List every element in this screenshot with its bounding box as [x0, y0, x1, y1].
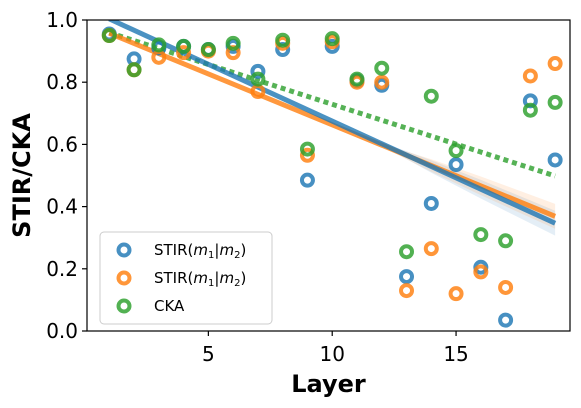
point-series3-layer9	[299, 141, 315, 157]
point-series3-layer17	[498, 233, 514, 249]
point-series3-layer4	[176, 38, 192, 54]
point-series3-layer1	[101, 28, 117, 44]
point-series1-layer7	[250, 63, 266, 79]
point-series2-layer7	[250, 84, 266, 100]
point-series3-layer3	[151, 37, 167, 53]
trend-line-1	[108, 20, 557, 226]
point-series2-layer9	[299, 147, 315, 163]
point-series3-layer11	[349, 71, 365, 87]
x-tick-label: 10	[319, 342, 344, 366]
point-series2-layer15	[448, 286, 464, 302]
y-tick-label: 0.4	[46, 195, 78, 219]
plot-frame	[86, 19, 571, 332]
x-tick-label: 15	[443, 342, 468, 366]
point-series1-layer13	[399, 269, 415, 285]
trend-line-3	[108, 30, 556, 179]
legend-label-1: STIR(m1|m2)	[154, 241, 246, 261]
point-series1-layer9	[299, 172, 315, 188]
legend: STIR(m1|m2) STIR(m1|m2) CKA	[99, 231, 273, 325]
point-series3-layer6	[225, 35, 241, 51]
point-series3-layer19	[547, 94, 563, 110]
point-series3-layer12	[374, 60, 390, 76]
point-series3-layer5	[200, 42, 216, 58]
point-series1-layer17	[498, 312, 514, 328]
point-series2-layer12	[374, 74, 390, 90]
point-series3-layer7	[250, 71, 266, 87]
legend-marker-2	[116, 270, 132, 286]
point-series3-layer2	[126, 62, 142, 78]
point-series3-layer10	[324, 31, 340, 47]
point-series3-layer13	[399, 244, 415, 260]
data-points	[101, 26, 563, 328]
legend-marker-3	[116, 298, 132, 314]
point-series3-layer8	[275, 32, 291, 48]
y-axis-title: STIR/CKA	[8, 113, 36, 238]
point-series2-layer16	[473, 264, 489, 280]
y-tick-label: 0.2	[46, 257, 78, 281]
y-axis: 0.0 0.2 0.4 0.6 0.8 1.0	[46, 8, 87, 343]
point-series3-layer16	[473, 227, 489, 243]
x-axis-title: Layer	[291, 370, 366, 398]
point-series2-layer4	[176, 45, 192, 61]
y-tick-label: 1.0	[46, 8, 78, 32]
legend-marker-1	[116, 242, 132, 258]
x-axis: 5 10 15	[202, 331, 469, 366]
x-tick-label: 5	[202, 342, 215, 366]
y-tick-label: 0.8	[46, 70, 78, 94]
point-series2-layer17	[498, 279, 514, 295]
legend-box	[99, 231, 273, 325]
point-series2-layer19	[547, 56, 563, 72]
trend-line-2	[108, 30, 557, 219]
y-tick-label: 0.6	[46, 132, 78, 156]
point-series3-layer15	[448, 143, 464, 159]
point-series2-layer3	[151, 49, 167, 65]
point-series3-layer14	[423, 88, 439, 104]
point-series1-layer14	[423, 195, 439, 211]
point-series2-layer18	[522, 68, 538, 84]
legend-label-2: STIR(m1|m2)	[154, 269, 246, 289]
point-series1-layer19	[547, 152, 563, 168]
point-series2-layer13	[399, 283, 415, 299]
y-tick-label: 0.0	[46, 319, 78, 343]
point-series1-layer15	[448, 157, 464, 173]
point-series3-layer18	[522, 102, 538, 118]
point-series2-layer14	[423, 241, 439, 257]
legend-label-3: CKA	[154, 297, 185, 315]
trend-lines	[108, 20, 557, 226]
